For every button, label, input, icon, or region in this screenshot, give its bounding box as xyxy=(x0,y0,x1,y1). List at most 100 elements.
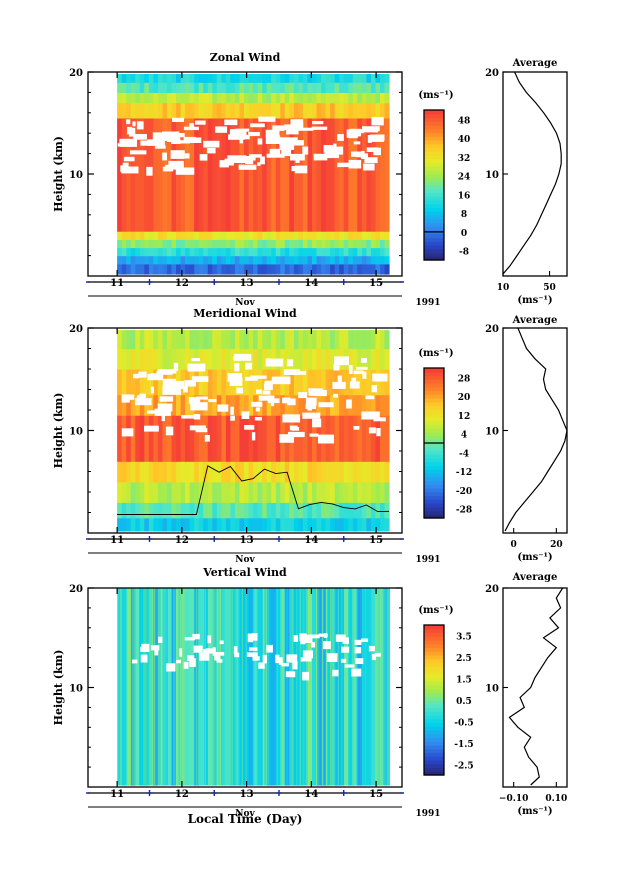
heatmap-cell xyxy=(370,239,376,249)
vertical-streak xyxy=(133,588,136,785)
heatmap-cell xyxy=(266,92,272,104)
heatmap-cell xyxy=(239,102,245,119)
colorbar-swatch xyxy=(424,188,444,194)
heatmap-cell xyxy=(343,263,349,275)
data-gap xyxy=(374,652,381,657)
heatmap-cell xyxy=(384,102,390,119)
colorbar-swatch xyxy=(424,640,444,645)
heatmap-cell xyxy=(176,231,182,240)
heatmap-cell xyxy=(257,330,263,350)
heatmap-cell xyxy=(212,369,218,396)
vertical-streak xyxy=(293,588,295,785)
heatmap-cell xyxy=(185,82,191,93)
colorbar-swatch xyxy=(424,506,444,512)
data-gap xyxy=(305,404,317,409)
heatmap-cell xyxy=(275,263,281,275)
vertical-streak xyxy=(292,588,294,785)
heatmap-cell xyxy=(135,102,141,119)
colorbar-swatch xyxy=(424,416,444,422)
heatmap-cell xyxy=(302,263,308,275)
heatmap-cell xyxy=(307,82,313,93)
heatmap-cell xyxy=(135,330,141,350)
colorbar-label: 1.5 xyxy=(456,676,472,686)
colorbar-label: 48 xyxy=(458,116,471,126)
heatmap-cell xyxy=(180,239,186,249)
heatmap-cell xyxy=(194,415,200,462)
heatmap-cell xyxy=(289,74,295,83)
heatmap-cell xyxy=(312,461,318,483)
heatmap-cell xyxy=(361,330,367,350)
heatmap-cell xyxy=(302,415,308,462)
vertical-streak xyxy=(229,588,231,785)
vertical-streak xyxy=(148,588,151,785)
heatmap-cell xyxy=(225,231,231,240)
data-gap xyxy=(254,417,262,421)
colorbar-swatch xyxy=(424,428,444,433)
heatmap-cell xyxy=(298,394,304,416)
heatmap-cell xyxy=(162,247,168,257)
heatmap-cell xyxy=(325,239,331,249)
colorbar-swatch xyxy=(424,651,444,656)
data-gap xyxy=(224,158,234,166)
data-gap xyxy=(332,381,346,389)
colorbar-swatch xyxy=(424,110,444,115)
heatmap-cell xyxy=(375,517,381,532)
heatmap-cell xyxy=(321,117,327,232)
heatmap-cell xyxy=(298,255,304,265)
heatmap-cell xyxy=(366,348,372,370)
vertical-streak xyxy=(383,588,385,785)
heatmap-cell xyxy=(198,247,204,257)
heatmap-cell xyxy=(334,82,340,93)
heatmap-cell xyxy=(185,330,191,350)
data-gap xyxy=(302,650,313,659)
data-gap xyxy=(181,415,199,419)
heatmap-cell xyxy=(244,92,250,104)
heatmap-cell xyxy=(298,369,304,396)
heatmap-cell xyxy=(284,255,290,265)
data-gap xyxy=(122,162,129,167)
colorbar-label: -4 xyxy=(459,449,469,459)
heatmap-cell xyxy=(130,502,136,519)
heatmap-cell xyxy=(325,74,331,83)
x-marker xyxy=(275,279,282,285)
heatmap-cell xyxy=(189,74,195,83)
heatmap-cell xyxy=(225,263,231,275)
heatmap-cell xyxy=(361,247,367,257)
heatmap-cell xyxy=(321,330,327,350)
data-gap xyxy=(337,134,344,141)
heatmap-cell xyxy=(198,231,204,240)
heatmap-cell xyxy=(148,330,154,350)
heatmap-cell xyxy=(302,117,308,232)
heatmap-cell xyxy=(230,481,236,503)
heatmap-cell xyxy=(253,102,259,119)
heatmap-cell xyxy=(225,369,231,396)
data-gap xyxy=(183,386,188,393)
heatmap-cell xyxy=(121,82,127,93)
heatmap-cell xyxy=(212,82,218,93)
colorbar-swatch xyxy=(424,748,444,754)
data-gap xyxy=(251,633,258,641)
heatmap-cell xyxy=(312,517,318,532)
heatmap-cell xyxy=(334,231,340,240)
heatmap-cell xyxy=(148,247,154,257)
data-gap xyxy=(119,138,137,147)
heatmap-cell xyxy=(293,231,299,240)
heatmap-cell xyxy=(302,74,308,83)
colorbar-label: -28 xyxy=(456,506,472,516)
heatmap-cell xyxy=(216,502,222,519)
heatmap-cell xyxy=(316,255,322,265)
heatmap-cell xyxy=(271,92,277,104)
data-gap xyxy=(311,642,316,648)
heatmap-cell xyxy=(321,263,327,275)
data-gap xyxy=(262,654,267,664)
data-gap xyxy=(173,362,179,371)
data-gap xyxy=(203,140,220,148)
colorbar-swatch xyxy=(424,491,444,497)
heatmap-cell xyxy=(244,255,250,265)
heatmap-cell xyxy=(334,588,340,786)
heatmap-cell xyxy=(171,348,177,370)
panel-title: Meridional Wind xyxy=(193,307,297,320)
heatmap-cell xyxy=(366,117,372,232)
heatmap-cell xyxy=(244,330,250,350)
